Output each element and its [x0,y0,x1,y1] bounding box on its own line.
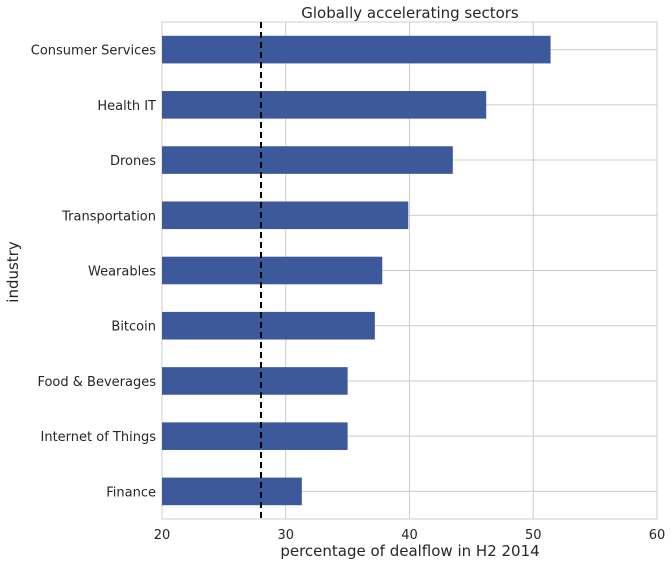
y-tick-label: Wearables [88,265,156,280]
bar [162,91,487,119]
bar [162,256,383,285]
x-tick-label: 30 [277,528,294,543]
x-tick-label: 60 [649,528,666,543]
y-axis-label: industry [4,241,22,303]
bars [162,35,551,506]
y-tick-label: Transportation [61,209,156,224]
x-tick-label: 50 [525,528,542,543]
y-tick-label: Food & Beverages [37,375,156,390]
y-tick-label: Bitcoin [111,320,156,335]
y-tick-labels: Consumer Services Health IT Drones Transpor… [31,44,156,501]
y-tick-label: Drones [110,154,156,169]
y-tick-label: Health IT [97,99,156,114]
x-axis-label: percentage of dealflow in H2 2014 [280,542,539,560]
bar [162,367,348,395]
y-tick-label: Internet of Things [41,430,157,445]
bar [162,201,409,230]
bar [162,311,375,340]
bar [162,422,348,450]
bar [162,146,453,174]
chart-title: Globally accelerating sectors [301,4,519,22]
y-tick-label: Consumer Services [31,44,156,59]
y-tick-label: Finance [106,485,156,500]
x-tick-label: 20 [154,528,171,543]
x-tick-labels: 20 30 40 50 60 [154,528,666,543]
x-tick-label: 40 [401,528,418,543]
bar [162,35,551,64]
bar [162,477,302,506]
